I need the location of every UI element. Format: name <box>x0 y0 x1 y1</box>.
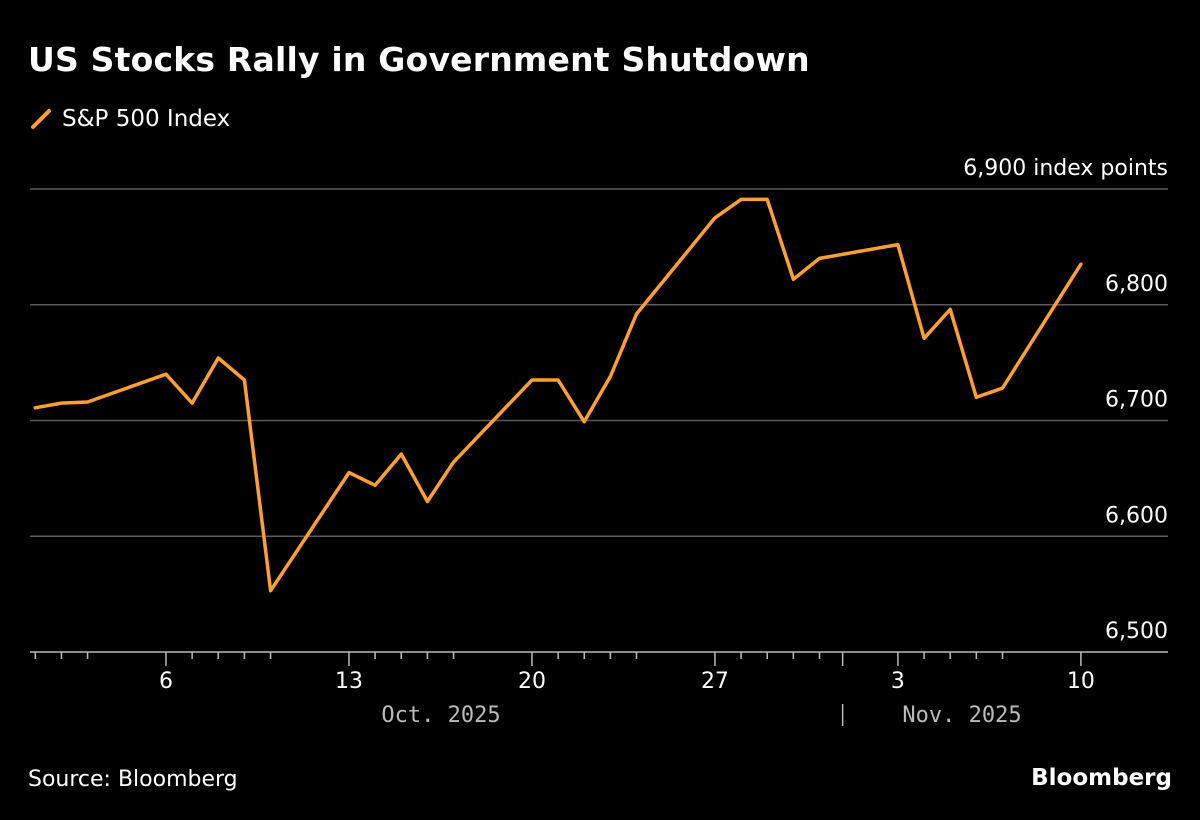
y-tick-label: 6,500 <box>1105 619 1168 644</box>
x-tick-label: 6 <box>159 669 173 694</box>
y-tick-label: 6,700 <box>1105 388 1168 413</box>
source-note: Source: Bloomberg <box>28 767 238 792</box>
x-tick-label: 20 <box>518 669 546 694</box>
month-label: Oct. 2025 <box>381 703 500 728</box>
series-line-sp500 <box>33 197 1083 593</box>
month-label: Nov. 2025 <box>902 703 1021 728</box>
x-tick-label: 10 <box>1067 669 1095 694</box>
legend-line-icon <box>31 109 51 129</box>
y-tick-label: 6,800 <box>1105 272 1168 297</box>
x-tick-label: 27 <box>701 669 729 694</box>
y-tick-label: 6,600 <box>1105 503 1168 528</box>
legend: S&P 500 Index <box>30 106 230 132</box>
brand-logo: Bloomberg <box>1031 765 1172 791</box>
chart-title: US Stocks Rally in Government Shutdown <box>28 40 810 79</box>
y-tick-label: 6,900 index points <box>963 156 1168 181</box>
legend-label: S&P 500 Index <box>62 106 231 132</box>
x-tick-label: 3 <box>891 669 905 694</box>
x-tick-label: 13 <box>335 669 363 694</box>
